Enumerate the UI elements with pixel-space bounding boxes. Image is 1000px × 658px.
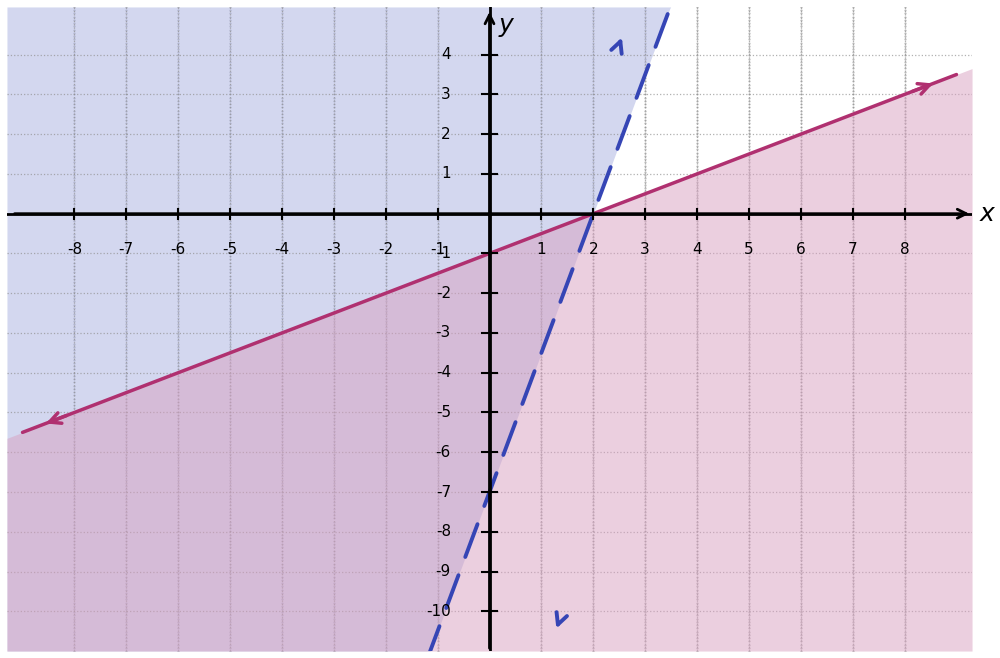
Text: -9: -9: [436, 564, 451, 579]
Text: -5: -5: [436, 405, 451, 420]
Text: -3: -3: [436, 326, 451, 340]
Text: y: y: [499, 13, 514, 37]
Text: 2: 2: [588, 242, 598, 257]
Text: -2: -2: [378, 242, 393, 257]
Text: x: x: [980, 202, 995, 226]
Text: 2: 2: [441, 127, 451, 141]
Text: -3: -3: [326, 242, 341, 257]
Text: -1: -1: [436, 246, 451, 261]
Text: -6: -6: [436, 445, 451, 460]
Text: -5: -5: [222, 242, 238, 257]
Text: -4: -4: [436, 365, 451, 380]
Text: -1: -1: [430, 242, 445, 257]
Text: 7: 7: [848, 242, 858, 257]
Text: 6: 6: [796, 242, 806, 257]
Text: -10: -10: [426, 604, 451, 619]
Text: 4: 4: [692, 242, 702, 257]
Text: -4: -4: [274, 242, 290, 257]
Text: -6: -6: [171, 242, 186, 257]
Text: 1: 1: [441, 166, 451, 182]
Text: 3: 3: [441, 87, 451, 102]
Text: 8: 8: [900, 242, 909, 257]
Text: -8: -8: [67, 242, 82, 257]
Text: -8: -8: [436, 524, 451, 540]
Text: -2: -2: [436, 286, 451, 301]
Text: 5: 5: [744, 242, 754, 257]
Text: 1: 1: [537, 242, 546, 257]
Text: -7: -7: [436, 484, 451, 499]
Text: -7: -7: [119, 242, 134, 257]
Text: 3: 3: [640, 242, 650, 257]
Text: 4: 4: [441, 47, 451, 62]
